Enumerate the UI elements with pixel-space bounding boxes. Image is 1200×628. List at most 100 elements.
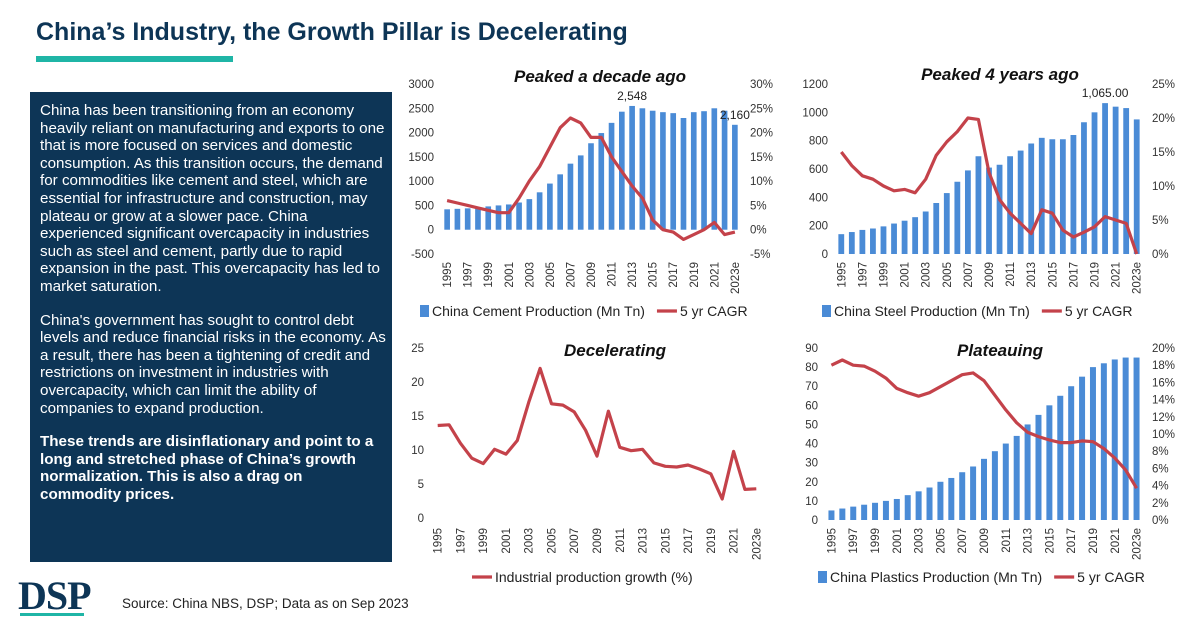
bar: [680, 118, 687, 230]
bar: [721, 110, 728, 230]
bar: [912, 217, 919, 254]
bar: [991, 451, 998, 520]
y-tick-label-left: 1000: [802, 107, 828, 119]
y-tick-label-left: 0: [822, 249, 828, 261]
x-tick-label: 2003: [524, 262, 536, 288]
y-tick-label-right: -5%: [750, 249, 770, 261]
bar: [1046, 405, 1053, 520]
bar: [454, 208, 461, 230]
bar: [996, 164, 1003, 254]
bar: [1122, 357, 1129, 520]
bar: [937, 481, 944, 520]
bar: [1028, 143, 1035, 254]
y-tick-label-right: 4%: [1152, 481, 1169, 493]
x-tick-label: 2023e: [1132, 262, 1144, 294]
bar: [901, 220, 908, 254]
bar: [1111, 359, 1118, 520]
x-tick-label: 1995: [836, 262, 848, 288]
bar: [848, 232, 855, 254]
x-tick-label: 2001: [501, 528, 513, 554]
bar: [933, 203, 940, 254]
bar: [608, 122, 615, 230]
x-tick-label: 1999: [878, 262, 890, 288]
x-tick-label: 2023e: [730, 262, 742, 294]
y-tick-label-left: 25: [411, 343, 424, 355]
x-tick-label: 2021: [1110, 528, 1122, 554]
y-tick-label-left: 20: [411, 377, 424, 389]
legend-label: China Plastics Production (Mn Tn): [830, 569, 1042, 585]
bar: [475, 207, 481, 230]
bar: [891, 223, 897, 254]
x-tick-label: 1997: [857, 262, 869, 288]
dsp-logo: DSP: [18, 573, 92, 618]
bar: [1017, 150, 1024, 254]
y-tick-label-left: 10: [411, 445, 424, 457]
x-tick-label: 2021: [1111, 262, 1123, 288]
legend-label: Industrial production growth (%): [495, 569, 693, 585]
x-tick-label: 2013: [627, 262, 639, 288]
legend-swatch-bar: [420, 305, 429, 317]
bar: [660, 112, 666, 230]
y-tick-label-right: 14%: [1152, 395, 1175, 407]
y-tick-label-right: 5%: [1152, 215, 1169, 227]
bar: [547, 183, 553, 230]
bar: [1013, 435, 1020, 520]
y-tick-label-right: 6%: [1152, 463, 1169, 475]
y-tick-label-left: 400: [809, 192, 828, 204]
bar: [536, 192, 543, 230]
x-tick-label: 1999: [478, 528, 490, 554]
bar: [948, 477, 955, 520]
x-tick-label: 2011: [615, 528, 627, 553]
bar: [981, 458, 987, 520]
bar: [922, 211, 929, 254]
bar: [850, 506, 857, 520]
x-tick-label: 2015: [648, 262, 660, 288]
y-tick-label-left: 20: [805, 477, 818, 489]
commentary-conclusion: These trends are disinflationary and poi…: [40, 433, 374, 503]
x-tick-label: 2009: [984, 262, 996, 288]
y-tick-label-left: 70: [805, 381, 818, 393]
bar: [970, 466, 977, 520]
commentary-paragraph-2: China's government has sought to control…: [40, 311, 386, 417]
series-line: [840, 116, 1139, 255]
bar: [828, 510, 835, 520]
industrial-production-chart: Decelerating 0 5 10 15 20 25 1995 1997 1999 2001 20…: [411, 341, 763, 585]
y-tick-label-left: 3000: [408, 79, 434, 91]
bar: [649, 110, 656, 230]
y-tick-label-left: 80: [805, 362, 818, 374]
bar: [839, 508, 846, 520]
bar: [567, 163, 574, 230]
bar: [1102, 103, 1108, 254]
chart-title: Decelerating: [564, 341, 667, 360]
x-tick-label: 2003: [914, 528, 926, 554]
chart-title: Plateauing: [957, 341, 1044, 360]
y-tick-label-right: 10%: [750, 176, 773, 188]
x-tick-label: 2013: [638, 528, 650, 554]
commentary-panel: China has been transitioning from an eco…: [30, 92, 392, 562]
bar: [577, 155, 584, 230]
y-tick-label-left: 2500: [408, 103, 434, 115]
data-label: 2,548: [617, 89, 647, 103]
legend-swatch-bar: [822, 305, 831, 317]
y-tick-label-right: 20%: [1152, 113, 1175, 125]
legend-label: China Cement Production (Mn Tn): [432, 303, 645, 319]
data-label: 2,160: [720, 108, 750, 122]
y-tick-label-right: 12%: [1152, 412, 1175, 424]
x-tick-label: 2011: [1005, 262, 1017, 287]
x-tick-label: 2017: [1066, 528, 1078, 554]
x-tick-label: 1997: [455, 528, 467, 554]
bar: [870, 228, 876, 254]
bar: [711, 108, 718, 230]
y-tick-label-right: 25%: [1152, 79, 1175, 91]
bar: [1057, 395, 1064, 520]
bar: [986, 167, 992, 254]
y-tick-label-left: 40: [805, 439, 818, 451]
x-tick-label: 2005: [935, 528, 947, 554]
bar: [1133, 357, 1140, 520]
x-tick-label: 2011: [1001, 528, 1013, 553]
steel-chart: Peaked 4 years ago 0 200 400 600 800 1000 1200 0…: [802, 65, 1175, 319]
y-tick-label-left: 60: [805, 400, 818, 412]
x-tick-label: 2021: [729, 528, 741, 554]
bar: [1002, 443, 1009, 520]
y-tick-label-left: 500: [415, 200, 434, 212]
